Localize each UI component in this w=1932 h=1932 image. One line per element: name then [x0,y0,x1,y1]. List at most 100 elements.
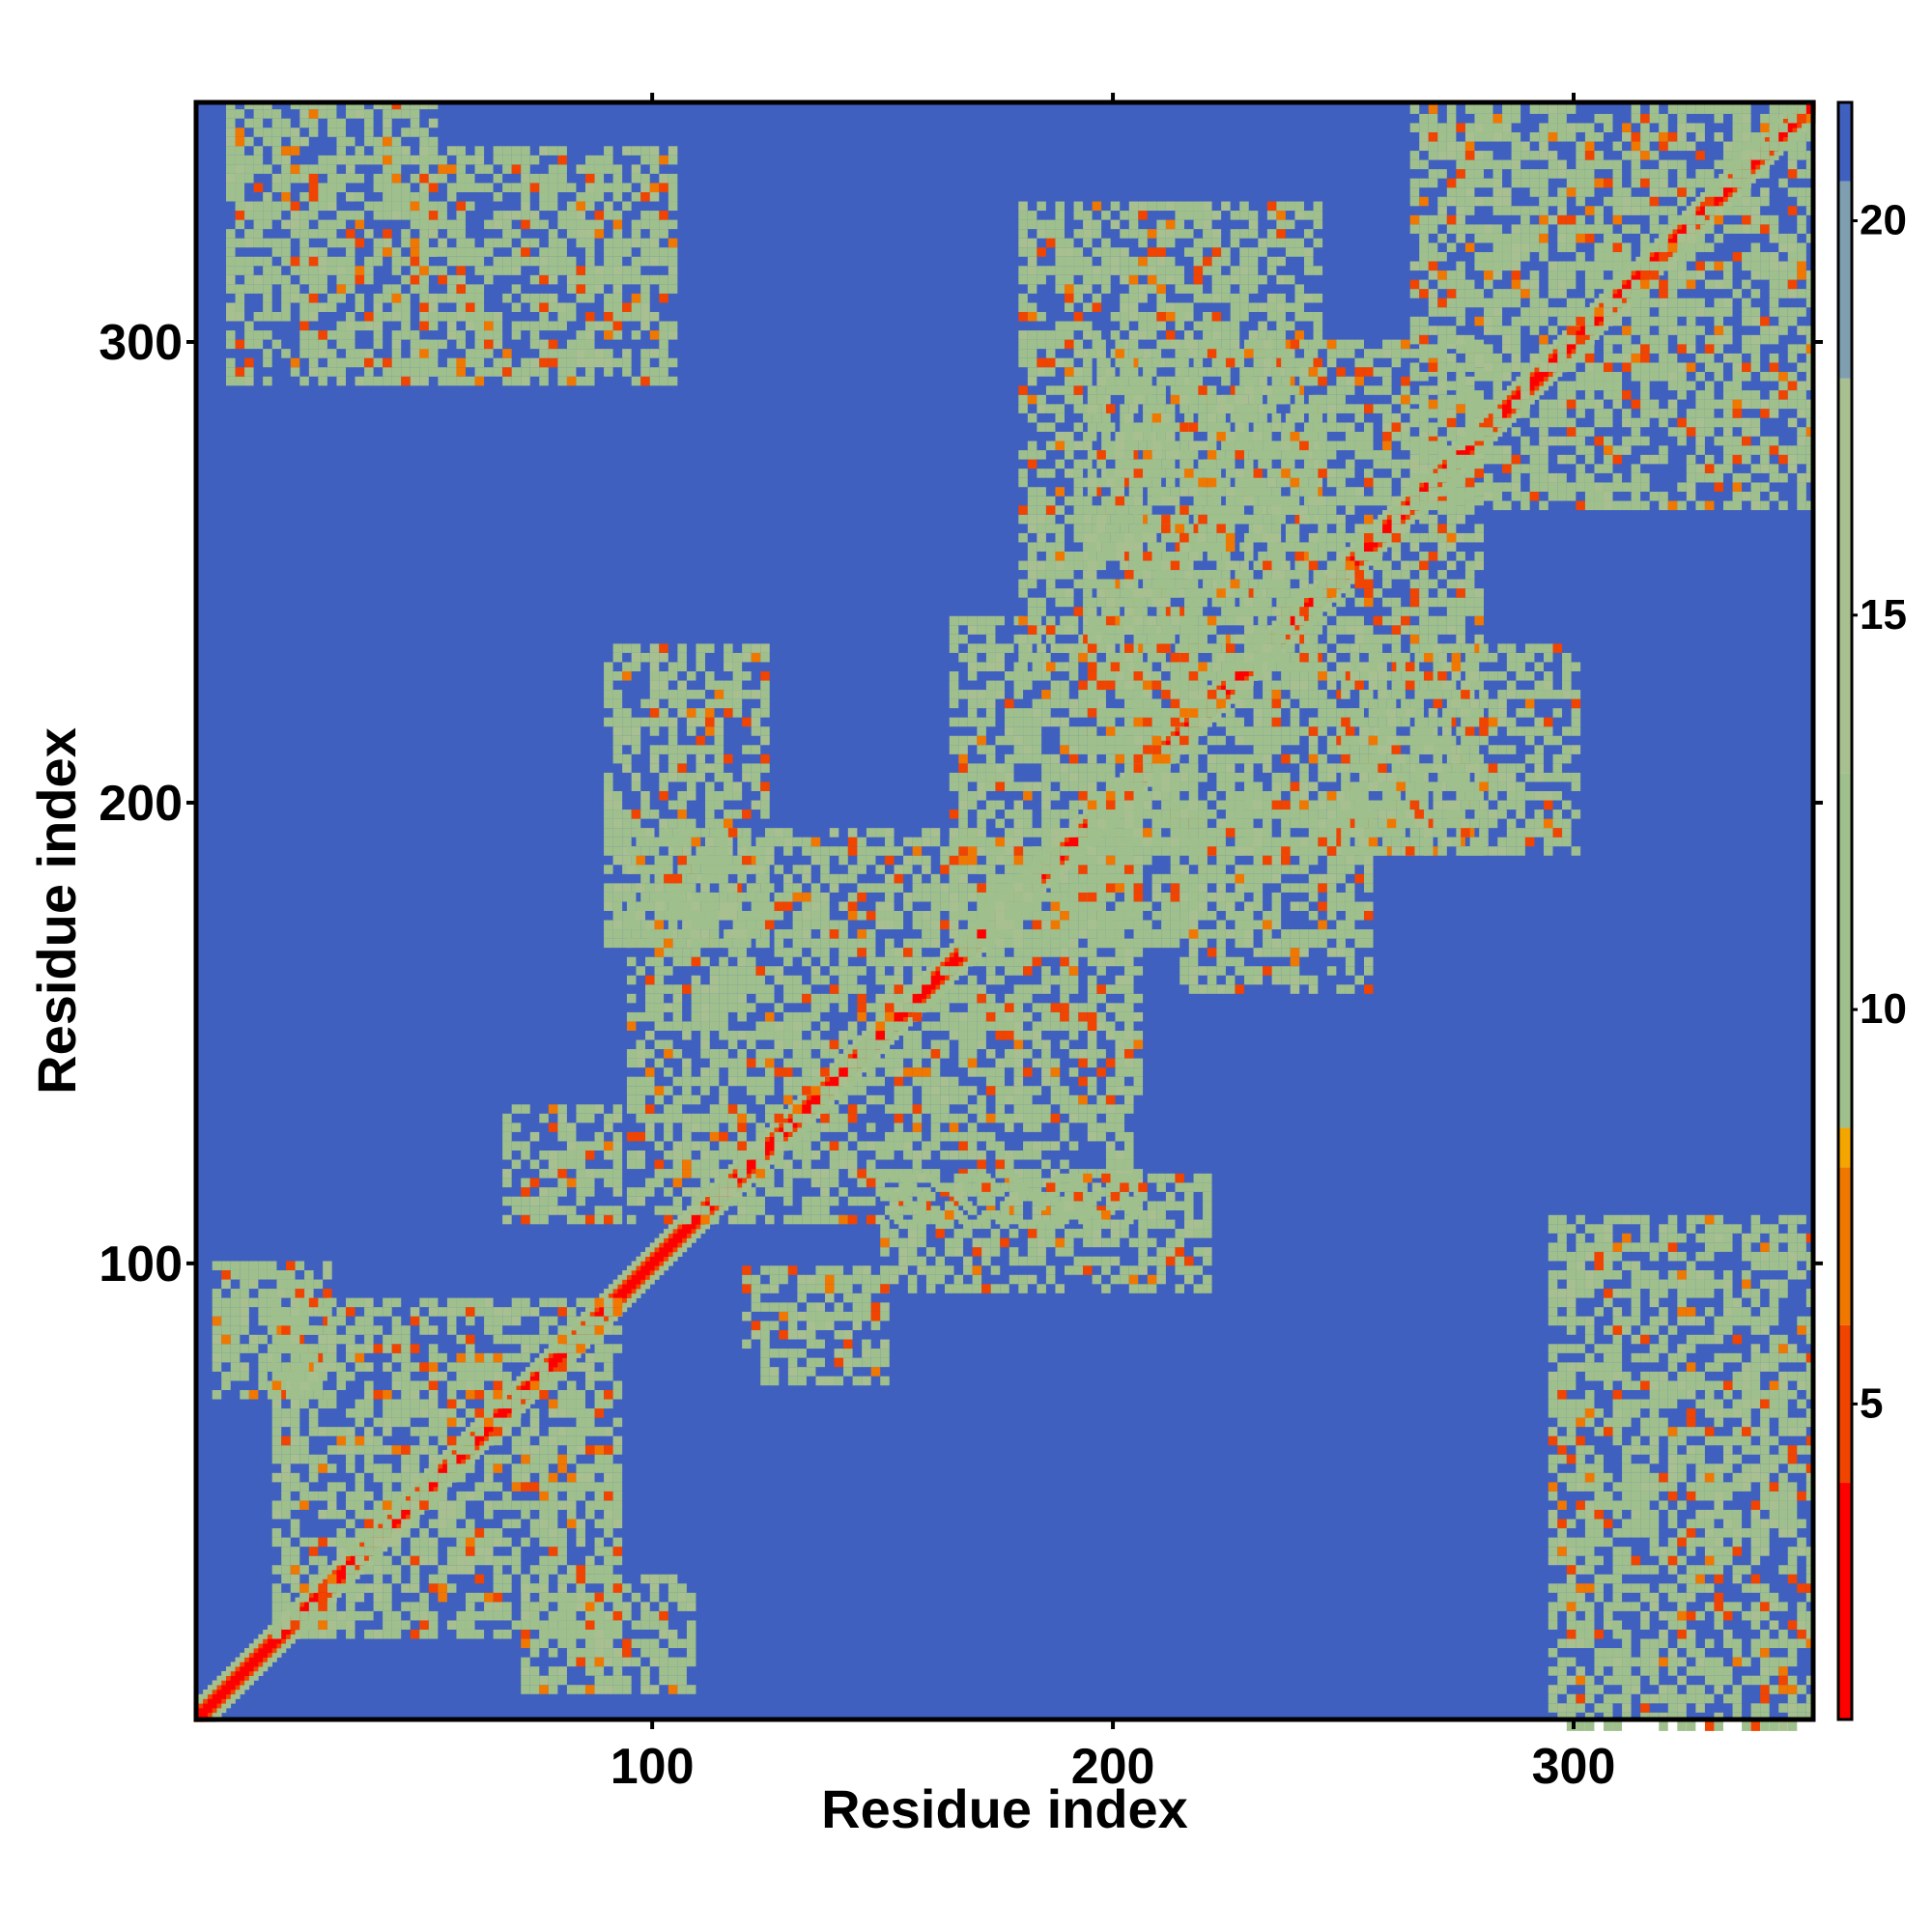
heatmap-cell [318,1565,327,1575]
heatmap-cell [446,1482,452,1488]
heatmap-cell [631,302,641,312]
heatmap-cell [373,1630,384,1639]
heatmap-cell [1386,510,1392,516]
heatmap-cell [474,1528,485,1538]
heatmap-cell [276,1371,286,1381]
heatmap-cell [493,1482,503,1492]
heatmap-cell [1677,224,1683,230]
heatmap-cell [732,1159,738,1165]
heatmap-cell [521,164,530,174]
heatmap-cell [792,1127,798,1133]
heatmap-cell [672,1237,678,1243]
heatmap-cell [341,1565,347,1571]
heatmap-cell [493,1555,503,1566]
heatmap-cell [649,256,660,267]
heatmap-cell [511,183,522,192]
heatmap-cell [327,367,337,377]
heatmap-cell [327,219,337,230]
heatmap-cell [1497,427,1503,433]
heatmap-cell [1060,860,1065,866]
heatmap-cell [253,1657,259,1662]
heatmap-cell [594,173,605,184]
heatmap-cell [1783,113,1789,119]
heatmap-cell [456,201,466,212]
heatmap-cell [359,1542,365,1548]
heatmap-cell [493,1412,498,1418]
heatmap-cell [318,164,327,174]
heatmap-cell [401,293,411,303]
heatmap-cell [359,1570,365,1576]
heatmap-cell [557,1390,567,1400]
heatmap-cell [981,948,987,953]
heatmap-cell [466,321,475,331]
heatmap-cell [308,173,319,184]
heatmap-cell [244,321,254,331]
heatmap-cell [258,1270,268,1280]
heatmap-cell [949,980,954,985]
heatmap-cell [1446,445,1452,451]
heatmap-cell [1548,372,1553,378]
heatmap-cell [925,966,931,972]
heatmap-cell [484,247,494,257]
heatmap-cell [410,238,420,248]
heatmap-cell [659,1233,665,1238]
heatmap-cell [709,1210,715,1216]
heatmap-cell [410,1630,420,1639]
heatmap-cell [299,330,309,340]
heatmap-cell [327,1565,332,1571]
heatmap-cell [299,376,309,386]
heatmap-cell [327,1482,337,1492]
heatmap-cell [1755,159,1761,165]
heatmap-cell [659,1251,665,1257]
heatmap-cell [484,1325,494,1335]
heatmap-cell [318,201,327,212]
heatmap-cell [1281,643,1287,649]
heatmap-cell [1442,482,1448,488]
heatmap-cell [608,1321,613,1326]
heatmap-cell [1594,321,1600,327]
heatmap-cell [659,339,668,350]
heatmap-cell [825,1076,831,1082]
heatmap-cell [226,183,236,192]
heatmap-cell [1797,128,1803,133]
heatmap-cell [346,229,355,239]
heatmap-cell [391,1528,402,1538]
heatmap-cell [1727,196,1733,202]
heatmap-cell [318,284,327,294]
heatmap-cell [1792,123,1798,128]
heatmap-cell [511,1297,522,1308]
heatmap-cell [331,1592,337,1598]
heatmap-cell [1534,367,1540,373]
heatmap-cell [446,192,457,202]
heatmap-cell [1068,837,1074,842]
heatmap-cell [364,1380,374,1390]
heatmap-cell [308,1454,319,1464]
heatmap-cell [428,1352,439,1363]
heatmap-cell [438,201,447,212]
heatmap-cell [438,164,447,174]
heatmap-cell [446,1380,457,1390]
heatmap-cell [290,1344,300,1353]
heatmap-cell [446,183,457,192]
heatmap-cell [493,192,503,202]
heatmap-cell [484,164,494,174]
heatmap-cell [456,1620,466,1630]
heatmap-cell [221,1380,231,1390]
heatmap-cell [1401,514,1406,520]
heatmap-cell [355,1482,365,1492]
heatmap-cell [783,1118,789,1123]
heatmap-cell [271,1657,277,1662]
heatmap-cell [847,1053,853,1059]
heatmap-cell [539,1454,549,1464]
heatmap-cell [604,247,613,257]
heatmap-cell [410,1487,415,1492]
heatmap-cell [474,1435,480,1441]
heatmap-cell [502,1602,512,1611]
heatmap-cell [493,1592,503,1603]
heatmap-cell [502,211,512,220]
heatmap-cell [240,1652,245,1658]
heatmap-cell [216,1680,222,1686]
heatmap-cell [1350,547,1355,553]
heatmap-cell [267,1380,277,1390]
heatmap-cell [466,1602,475,1611]
